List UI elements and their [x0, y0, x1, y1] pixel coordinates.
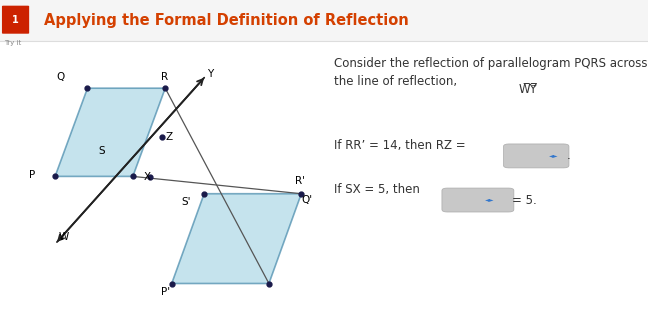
Text: 1: 1 [12, 15, 19, 25]
Text: ◄►: ◄► [485, 198, 494, 203]
Text: W: W [58, 232, 69, 242]
FancyBboxPatch shape [2, 6, 29, 34]
Text: W̅Y̅⃗: W̅Y̅⃗ [518, 83, 537, 96]
Text: .: . [567, 149, 571, 163]
Text: S': S' [181, 198, 191, 207]
Text: Applying the Formal Definition of Reflection: Applying the Formal Definition of Reflec… [44, 13, 409, 28]
Text: Consider the reflection of parallelogram PQRS across
the line of reflection,: Consider the reflection of parallelogram… [334, 57, 647, 88]
Text: X: X [144, 172, 151, 182]
FancyBboxPatch shape [0, 0, 648, 41]
Text: If SX = 5, then: If SX = 5, then [334, 183, 423, 196]
Polygon shape [55, 88, 165, 176]
Text: Q': Q' [301, 195, 312, 205]
Text: Try it: Try it [5, 40, 22, 46]
Text: Q: Q [56, 72, 65, 82]
Text: Y: Y [207, 69, 214, 79]
FancyBboxPatch shape [503, 144, 569, 168]
Polygon shape [172, 194, 301, 284]
Text: Z: Z [165, 132, 172, 142]
Text: = 5.: = 5. [512, 193, 537, 207]
Text: P: P [29, 170, 36, 180]
FancyBboxPatch shape [442, 188, 514, 212]
Text: R: R [161, 72, 168, 82]
Text: If RR’ = 14, then RZ =: If RR’ = 14, then RZ = [334, 139, 469, 152]
Text: P': P' [161, 287, 170, 296]
Text: R': R' [295, 176, 305, 186]
Text: S: S [98, 146, 105, 156]
Text: ◄►: ◄► [550, 153, 559, 158]
